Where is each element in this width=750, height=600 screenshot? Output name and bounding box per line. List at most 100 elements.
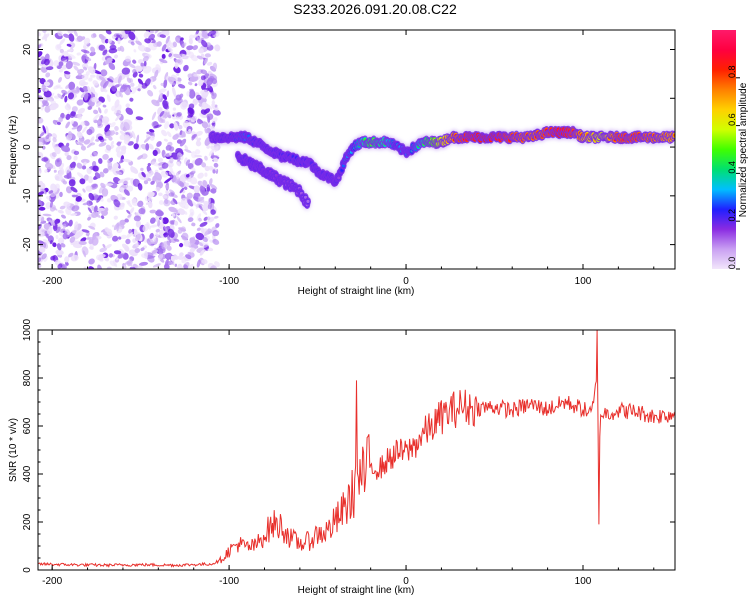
noise-blob bbox=[63, 70, 71, 75]
noise-blob bbox=[93, 205, 98, 213]
noise-blob bbox=[43, 90, 52, 98]
noise-blob bbox=[168, 170, 176, 177]
noise-blob bbox=[150, 180, 155, 185]
noise-blob bbox=[77, 107, 85, 115]
noise-blob bbox=[148, 241, 157, 245]
noise-blob bbox=[164, 71, 169, 81]
noise-blob bbox=[172, 134, 179, 140]
noise-blob bbox=[195, 232, 205, 241]
noise-blob bbox=[184, 144, 189, 151]
noise-blob bbox=[200, 89, 209, 96]
noise-blob bbox=[181, 101, 186, 106]
noise-blob bbox=[38, 88, 42, 94]
noise-blob bbox=[42, 145, 46, 150]
noise-blob bbox=[204, 127, 208, 134]
noise-blob bbox=[53, 95, 60, 99]
noise-blob bbox=[81, 229, 90, 233]
noise-blob bbox=[57, 209, 64, 214]
noise-blob bbox=[45, 87, 49, 92]
noise-blob bbox=[69, 236, 76, 243]
noise-blob bbox=[212, 229, 220, 237]
noise-blob bbox=[200, 69, 208, 75]
noise-blob bbox=[151, 249, 158, 254]
noise-blob bbox=[125, 55, 132, 62]
noise-blob bbox=[92, 113, 100, 121]
noise-blob bbox=[128, 259, 133, 265]
noise-blob bbox=[174, 62, 179, 69]
noise-blob bbox=[155, 186, 161, 192]
noise-blob bbox=[61, 64, 67, 70]
noise-blob bbox=[188, 34, 194, 40]
noise-blob bbox=[196, 213, 202, 221]
noise-blob bbox=[149, 77, 153, 85]
noise-blob bbox=[212, 169, 216, 174]
noise-blob bbox=[77, 172, 84, 179]
noise-blob bbox=[66, 43, 72, 47]
noise-blob bbox=[57, 30, 63, 37]
noise-blob bbox=[163, 199, 171, 207]
spectrogram-ylabel: Frequency (Hz) bbox=[8, 116, 19, 185]
noise-blob bbox=[146, 170, 154, 178]
noise-blob bbox=[147, 162, 151, 167]
noise-blob bbox=[70, 186, 78, 193]
noise-blob bbox=[143, 180, 149, 185]
noise-blob bbox=[149, 224, 159, 228]
noise-blob bbox=[114, 125, 119, 131]
noise-blob bbox=[181, 131, 186, 138]
noise-blob bbox=[49, 219, 56, 226]
noise-blob bbox=[131, 130, 136, 139]
noise-blob bbox=[199, 221, 208, 227]
noise-blob bbox=[116, 141, 122, 147]
noise-blob bbox=[87, 176, 93, 184]
noise-blob bbox=[124, 218, 129, 223]
noise-blob bbox=[64, 256, 70, 263]
noise-blob bbox=[60, 243, 66, 248]
noise-blob bbox=[204, 172, 208, 177]
noise-blob bbox=[109, 130, 115, 136]
noise-blob bbox=[73, 65, 79, 71]
noise-blob bbox=[149, 209, 157, 214]
noise-blob bbox=[85, 57, 92, 62]
noise-blob bbox=[66, 155, 72, 161]
noise-blob bbox=[76, 35, 83, 42]
noise-blob bbox=[162, 99, 169, 110]
noise-blob bbox=[201, 259, 208, 265]
noise-blob bbox=[38, 199, 42, 207]
noise-blob bbox=[65, 261, 69, 266]
noise-blob bbox=[164, 252, 173, 260]
noise-blob bbox=[210, 209, 216, 215]
noise-blob bbox=[110, 122, 116, 128]
noise-blob bbox=[86, 143, 93, 148]
noise-blob bbox=[51, 102, 59, 109]
noise-blob bbox=[104, 108, 108, 114]
ridge-core bbox=[274, 173, 278, 177]
noise-blob bbox=[207, 30, 217, 37]
noise-blob bbox=[38, 180, 44, 187]
noise-blob bbox=[38, 206, 46, 211]
secondary-ridge bbox=[234, 150, 311, 209]
noise-blob bbox=[40, 66, 48, 73]
noise-blob bbox=[176, 155, 181, 162]
noise-blob bbox=[77, 113, 83, 120]
noise-blob bbox=[206, 83, 211, 88]
noise-blob bbox=[49, 200, 54, 208]
noise-blob bbox=[192, 45, 198, 51]
noise-blob bbox=[105, 144, 112, 151]
noise-blob bbox=[161, 217, 169, 225]
noise-blob bbox=[58, 116, 63, 122]
noise-blob bbox=[140, 62, 145, 67]
noise-blob bbox=[118, 203, 125, 210]
noise-blob bbox=[138, 207, 146, 215]
noise-blob bbox=[69, 111, 76, 118]
noise-blob bbox=[183, 186, 188, 190]
noise-blob bbox=[162, 111, 168, 118]
noise-blob bbox=[81, 165, 87, 170]
noise-blob bbox=[85, 233, 90, 237]
noise-blob bbox=[214, 215, 219, 219]
noise-blob bbox=[115, 170, 123, 175]
noise-blob bbox=[90, 74, 96, 78]
noise-blob bbox=[59, 38, 66, 46]
noise-blob bbox=[63, 174, 72, 179]
noise-blob bbox=[147, 191, 153, 197]
